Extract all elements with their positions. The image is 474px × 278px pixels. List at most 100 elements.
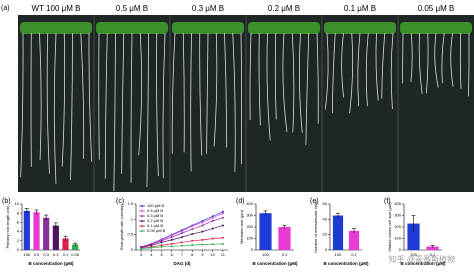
- root: [381, 32, 386, 99]
- point: [191, 228, 194, 231]
- point: [201, 221, 204, 224]
- y-tick-label: 200: [394, 224, 401, 229]
- bar: [348, 230, 360, 250]
- column-header: WT 100 μM B: [32, 4, 81, 13]
- y-tick-label: 0: [251, 247, 254, 252]
- bar: [259, 213, 272, 250]
- column-header: 0.5 μM B: [116, 4, 148, 13]
- x-tick-label: 8: [191, 252, 194, 257]
- y-tick-label: 400: [246, 201, 253, 206]
- seedling-leaves: [400, 22, 472, 34]
- seedling-leaves: [324, 22, 396, 34]
- legend-marker: [141, 220, 143, 222]
- legend-label: 0.05 μM B: [147, 228, 166, 233]
- point: [191, 233, 194, 236]
- y-tick-label: 0: [131, 247, 134, 252]
- x-tick-label: 0.1: [63, 252, 69, 257]
- point: [201, 230, 204, 233]
- y-tick-label: 200: [246, 224, 253, 229]
- root: [53, 32, 57, 184]
- x-axis-label: B concentration (μM): [400, 261, 446, 266]
- point: [201, 219, 204, 222]
- root: [390, 32, 394, 109]
- y-tick-label: 0: [325, 247, 328, 252]
- root: [70, 32, 73, 180]
- point: [211, 216, 214, 219]
- root: [240, 32, 243, 165]
- root: [450, 32, 454, 87]
- column-header: 0.3 μM B: [192, 4, 224, 13]
- root: [156, 32, 159, 177]
- bar: [332, 215, 344, 250]
- y-tick-label: 400: [394, 201, 401, 206]
- root: [162, 32, 166, 178]
- root: [305, 32, 310, 146]
- point: [221, 242, 224, 245]
- root: [121, 32, 125, 174]
- point: [181, 229, 183, 232]
- y-tick-label: 2: [17, 238, 20, 243]
- root: [468, 32, 470, 97]
- y-tick-label: 60: [323, 201, 328, 206]
- root: [365, 32, 369, 107]
- bar: [62, 238, 69, 250]
- x-tick-label: 9: [201, 252, 204, 257]
- root: [113, 32, 116, 192]
- point: [221, 210, 224, 213]
- y-tick-label: 20: [323, 232, 328, 237]
- point: [150, 246, 153, 249]
- x-tick-label: 0.1: [282, 252, 288, 257]
- x-tick-label: 100: [410, 252, 417, 257]
- legend-label: 0.3 μM B: [147, 213, 163, 218]
- bar: [278, 227, 291, 250]
- y-tick-label: 0: [17, 247, 20, 252]
- x-axis-label: B concentration (μM): [252, 261, 298, 266]
- root: [425, 32, 429, 94]
- root: [206, 32, 209, 154]
- y-axis-label: Mature cortex cell size (μm): [387, 202, 392, 252]
- x-tick-label: 10: [210, 252, 215, 257]
- root: [88, 32, 93, 162]
- y-axis-label: Meristem size (μm): [239, 209, 244, 244]
- point: [191, 244, 194, 247]
- root: [199, 32, 203, 156]
- point: [170, 238, 173, 241]
- x-tick-label: 3: [140, 252, 143, 257]
- legend-marker: [141, 225, 143, 227]
- point: [211, 215, 214, 218]
- point: [160, 244, 163, 247]
- root: [274, 32, 277, 120]
- root: [332, 32, 336, 114]
- root: [298, 32, 303, 133]
- column-header: 0.05 μM B: [418, 4, 455, 13]
- y-tick-label: 300: [394, 213, 401, 218]
- point: [160, 239, 163, 242]
- root: [459, 32, 462, 89]
- root: [375, 32, 379, 101]
- root: [46, 32, 50, 174]
- root: [130, 32, 133, 183]
- x-tick-label: 0.5: [34, 252, 40, 257]
- column-header-bg: [94, 2, 170, 15]
- column-header-bg: [246, 2, 322, 15]
- root: [291, 32, 295, 133]
- root: [349, 32, 354, 114]
- x-axis-label: B concentration (μM): [28, 261, 74, 266]
- point: [170, 234, 173, 237]
- legend-label: 0.1 μM B: [147, 223, 163, 228]
- x-tick-label: 5: [160, 252, 163, 257]
- panel-label: (f): [384, 198, 391, 205]
- root: [171, 32, 176, 154]
- x-tick-label: 0.2: [53, 252, 59, 257]
- root: [258, 32, 261, 126]
- y-tick-label: 4: [17, 229, 20, 234]
- y-axis-label: Root growth rate (cm/day): [119, 203, 124, 250]
- bar: [43, 217, 50, 250]
- legend-label: 100 μM B: [147, 203, 165, 208]
- point: [160, 241, 163, 244]
- seedling-leaves: [172, 22, 244, 34]
- point: [181, 241, 183, 244]
- seedling-leaves: [248, 22, 320, 34]
- point: [150, 244, 153, 247]
